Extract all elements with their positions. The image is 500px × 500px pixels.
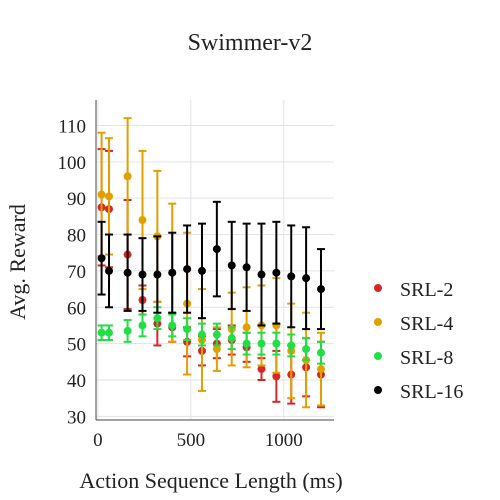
data-point xyxy=(123,172,132,181)
x-tick-label: 1000 xyxy=(265,430,303,451)
series-srl-16 xyxy=(97,200,325,331)
data-point xyxy=(138,270,147,279)
legend: SRL-2 SRL-4 SRL-8 SRL-16 xyxy=(374,279,463,403)
data-point xyxy=(227,334,236,343)
data-point xyxy=(212,330,221,339)
data-point xyxy=(272,339,281,348)
data-point xyxy=(257,270,266,279)
data-point xyxy=(242,323,251,332)
grid xyxy=(96,100,334,420)
y-tick-label: 60 xyxy=(67,298,86,319)
y-tick-label: 30 xyxy=(67,407,86,428)
plot-area xyxy=(97,117,325,409)
y-tick-label: 90 xyxy=(67,189,86,210)
data-point xyxy=(97,190,106,199)
data-point xyxy=(316,285,325,294)
data-point xyxy=(287,272,296,281)
data-point xyxy=(105,192,114,201)
data-point xyxy=(197,266,206,275)
x-tick-labels: 0 500 1000 xyxy=(93,430,303,451)
y-tick-label: 110 xyxy=(58,116,86,137)
data-point xyxy=(123,326,132,335)
x-axis-title: Action Sequence Length (ms) xyxy=(79,468,342,493)
data-point xyxy=(153,270,162,279)
data-point xyxy=(316,365,325,374)
data-point xyxy=(168,268,177,277)
data-point xyxy=(105,328,114,337)
y-tick-label: 40 xyxy=(67,371,86,392)
data-point xyxy=(242,263,251,272)
data-point xyxy=(168,321,177,330)
data-point xyxy=(287,341,296,350)
y-tick-label: 70 xyxy=(67,262,86,283)
legend-label: SRL-4 xyxy=(400,313,453,335)
x-tick-label: 500 xyxy=(177,430,206,451)
data-point xyxy=(138,216,147,224)
data-point xyxy=(316,348,325,357)
data-point xyxy=(105,266,114,275)
data-point xyxy=(183,325,192,334)
data-point xyxy=(302,345,311,354)
data-point xyxy=(257,339,266,348)
legend-marker xyxy=(374,318,382,326)
data-point xyxy=(97,254,106,263)
data-point xyxy=(257,365,266,374)
x-tick-label: 0 xyxy=(93,430,103,451)
data-point xyxy=(212,345,221,354)
legend-marker xyxy=(374,284,382,292)
data-point xyxy=(242,339,251,348)
legend-label: SRL-16 xyxy=(400,381,463,403)
legend-label: SRL-8 xyxy=(400,347,453,369)
y-tick-label: 100 xyxy=(58,153,87,174)
chart-title: Swimmer-v2 xyxy=(188,30,313,56)
data-point xyxy=(123,268,132,277)
data-point xyxy=(197,330,206,339)
data-point xyxy=(272,372,281,381)
data-point xyxy=(302,274,311,283)
data-point xyxy=(153,314,162,323)
data-point xyxy=(138,321,147,330)
data-point xyxy=(183,265,192,274)
legend-label: SRL-2 xyxy=(400,279,453,301)
y-tick-label: 80 xyxy=(67,226,86,247)
legend-marker xyxy=(374,386,382,394)
y-axis-title: Avg. Reward xyxy=(5,204,30,320)
data-point xyxy=(97,328,106,337)
y-tick-labels: 30 40 50 60 70 80 90 100 110 xyxy=(58,116,87,428)
data-point xyxy=(212,245,221,254)
data-point xyxy=(272,268,281,277)
legend-marker xyxy=(374,352,382,360)
y-tick-label: 50 xyxy=(67,335,86,356)
series-srl-8 xyxy=(97,306,325,365)
data-point xyxy=(227,261,236,270)
